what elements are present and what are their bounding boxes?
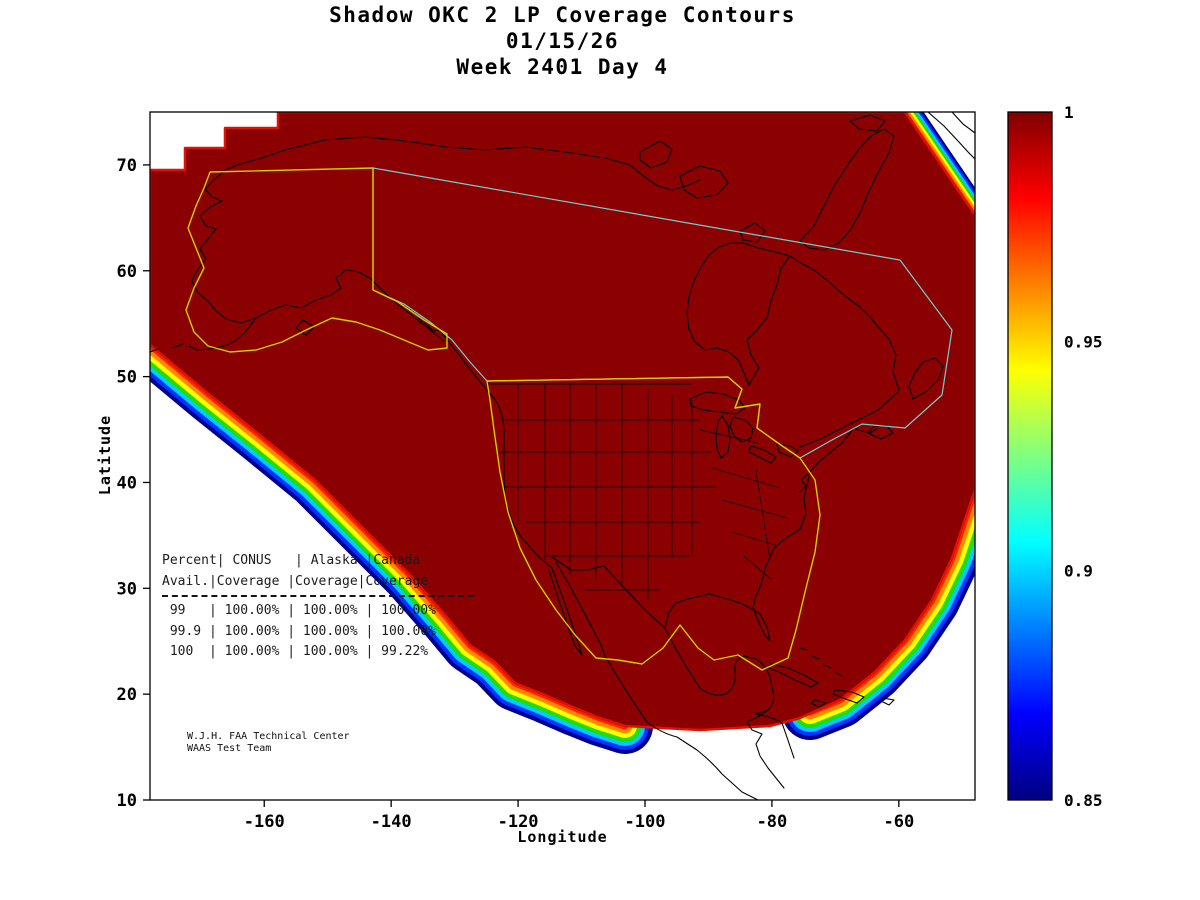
svg-text:-140: -140 xyxy=(371,812,412,832)
svg-text:0.85: 0.85 xyxy=(1064,791,1103,810)
svg-text:-160: -160 xyxy=(244,812,285,832)
svg-text:10: 10 xyxy=(117,791,137,811)
x-axis-label: Longitude xyxy=(517,828,608,846)
coverage-stats-table: Percent| CONUS | Alaska |Canada Avail.|C… xyxy=(162,551,474,663)
svg-text:-100: -100 xyxy=(625,812,666,832)
svg-text:50: 50 xyxy=(117,368,137,388)
table-row-99: 99 | 100.00% | 100.00% | 100.00% xyxy=(162,603,436,618)
attribution-line-1: W.J.H. FAA Technical Center xyxy=(187,731,350,742)
y-axis-label: Latitude xyxy=(96,414,114,496)
table-header-line-1: Percent| CONUS | Alaska |Canada xyxy=(162,553,421,568)
chart-week-day: Week 2401 Day 4 xyxy=(456,55,669,79)
table-header-line-2: Avail.|Coverage |Coverage|Coverage xyxy=(162,573,429,589)
svg-text:20: 20 xyxy=(117,685,137,705)
svg-text:-80: -80 xyxy=(757,812,788,832)
svg-text:-120: -120 xyxy=(498,812,539,832)
svg-text:1: 1 xyxy=(1064,103,1074,122)
table-row-100: 100 | 100.00% | 100.00% | 99.22% xyxy=(162,644,429,659)
svg-text:0.95: 0.95 xyxy=(1064,332,1103,351)
svg-text:60: 60 xyxy=(117,262,137,282)
svg-text:0.9: 0.9 xyxy=(1064,562,1093,581)
chart-date: 01/15/26 xyxy=(505,29,620,53)
svg-text:30: 30 xyxy=(117,579,137,599)
table-divider xyxy=(162,595,474,597)
table-row-99-9: 99.9 | 100.00% | 100.00% | 100.00% xyxy=(162,623,436,639)
attribution-line-2: WAAS Test Team xyxy=(187,743,272,754)
chart-title: Shadow OKC 2 LP Coverage Contours xyxy=(329,3,796,27)
chart-title-block: Shadow OKC 2 LP Coverage Contours 01/15/… xyxy=(150,2,975,80)
attribution: W.J.H. FAA Technical Center WAAS Test Te… xyxy=(187,731,350,755)
svg-text:-60: -60 xyxy=(883,812,914,832)
svg-text:40: 40 xyxy=(117,473,137,493)
svg-text:70: 70 xyxy=(117,156,137,176)
